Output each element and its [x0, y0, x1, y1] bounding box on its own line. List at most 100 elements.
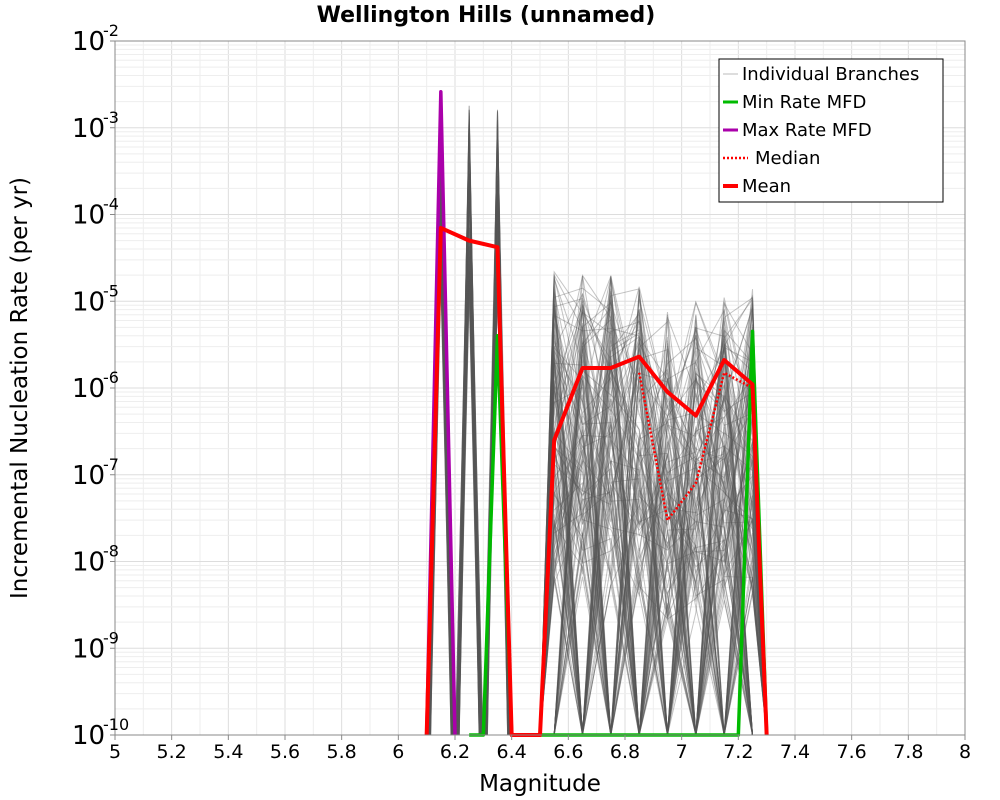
branch-line — [539, 308, 768, 736]
y-tick-exponent: -2 — [103, 21, 119, 40]
branch-line — [539, 299, 768, 736]
branch-line — [539, 303, 768, 736]
legend-label: Max Rate MFD — [742, 120, 872, 141]
branch-line — [539, 424, 768, 736]
branch-line — [539, 292, 768, 736]
y-tick-label: 10 — [72, 461, 105, 491]
branch-line — [539, 297, 768, 736]
branch-line — [540, 354, 768, 736]
y-tick-label: 10 — [72, 27, 105, 57]
y-tick-exponent: -5 — [103, 281, 119, 300]
branch-line — [539, 273, 768, 736]
x-tick-label: 8 — [959, 741, 971, 763]
y-tick-exponent: -7 — [103, 455, 119, 474]
y-tick-label: 10 — [72, 201, 105, 231]
branch-line — [456, 278, 482, 736]
branch-line — [539, 306, 767, 736]
branch-line — [539, 444, 767, 736]
branch-line — [539, 276, 768, 736]
x-tick-label: 7.2 — [723, 741, 753, 763]
branch-line — [539, 437, 768, 736]
branch-line — [540, 372, 768, 736]
branch-line — [539, 309, 768, 736]
branch-line — [540, 286, 767, 736]
y-tick-exponent: -9 — [103, 628, 119, 647]
branch-line — [540, 323, 768, 736]
branch-line — [539, 359, 767, 736]
x-tick-label: 5.6 — [270, 741, 300, 763]
branch-line — [539, 317, 767, 736]
branch-line — [539, 380, 768, 736]
legend-label: Min Rate MFD — [742, 92, 866, 113]
branch-line — [539, 310, 768, 736]
branch-line — [539, 309, 768, 736]
branch-line — [539, 305, 768, 736]
branch-line — [539, 311, 768, 736]
branch-line — [539, 275, 768, 736]
branch-line — [540, 335, 768, 736]
legend-label: Median — [755, 148, 820, 169]
x-tick-label: 6 — [392, 741, 404, 763]
x-axis-ticks: 5 5.2 5.4 5.6 5.8 6 6.2 6.4 6.6 6.8 7 7.2 7.4 7.6 7.8 8 — [109, 735, 971, 763]
legend-label: Individual Branches — [742, 64, 919, 85]
x-tick-label: 7.6 — [837, 741, 867, 763]
branch-line — [539, 292, 767, 736]
branch-line — [540, 340, 768, 736]
branch-line — [539, 289, 768, 736]
branch-line — [539, 327, 768, 736]
y-tick-exponent: -4 — [103, 195, 119, 214]
branch-line — [539, 300, 767, 736]
branch-line — [540, 332, 768, 736]
branch-line — [540, 354, 768, 736]
branch-line — [539, 289, 768, 736]
branch-line — [539, 339, 767, 736]
branch-line — [539, 304, 768, 736]
branch-line — [539, 275, 768, 736]
branch-line — [539, 290, 767, 736]
branch-line — [539, 330, 767, 736]
branch-line — [539, 300, 768, 736]
branch-line — [539, 322, 768, 736]
x-tick-label: 5.2 — [157, 741, 187, 763]
branch-line — [540, 304, 768, 736]
branch-line — [539, 302, 767, 736]
branch-line — [539, 274, 768, 736]
branch-line — [540, 335, 767, 736]
y-axis-label: Incremental Nucleation Rate (per yr) — [7, 177, 33, 599]
y-tick-label: 10 — [72, 114, 105, 144]
branch-line — [539, 358, 768, 736]
y-tick-exponent: -6 — [103, 368, 119, 387]
branch-line — [539, 398, 768, 736]
branch-line — [539, 323, 767, 736]
branch-line — [539, 452, 768, 736]
branch-line — [540, 314, 768, 736]
y-tick-exponent: -3 — [103, 108, 119, 127]
branch-line — [539, 311, 768, 736]
branch-line — [539, 386, 767, 736]
series-line-mean — [424, 225, 769, 737]
branch-line — [539, 308, 768, 736]
branch-line — [540, 539, 767, 736]
branch-line — [540, 456, 768, 736]
y-tick-label: 10 — [72, 287, 105, 317]
branch-line — [540, 301, 768, 736]
x-tick-label: 7.8 — [893, 741, 923, 763]
branch-line — [539, 434, 767, 736]
y-tick-label: 10 — [72, 548, 105, 578]
branch-line — [540, 275, 768, 736]
branch-line — [539, 310, 768, 736]
x-tick-label: 6.6 — [553, 741, 583, 763]
branch-line — [458, 220, 480, 736]
branch-line — [540, 350, 768, 736]
branch-line — [540, 275, 767, 736]
branch-line — [539, 279, 768, 736]
branch-line — [539, 397, 768, 736]
branch-line — [539, 346, 767, 736]
x-tick-label: 5.8 — [327, 741, 357, 763]
branch-line — [539, 367, 767, 736]
branch-line — [539, 491, 768, 736]
branch-line — [539, 345, 768, 736]
branch-line — [539, 292, 768, 736]
